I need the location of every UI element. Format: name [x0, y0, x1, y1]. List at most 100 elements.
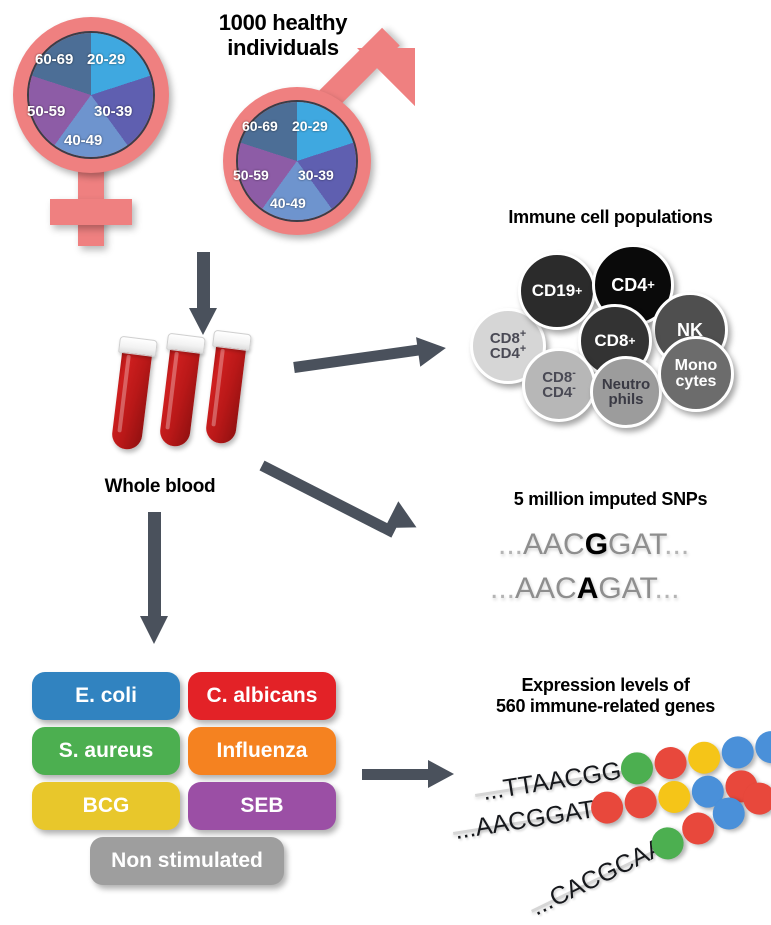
rna-strands-group: ...TTAACGG ...AACGGAT ...CACGCAA: [452, 728, 771, 921]
cell-label-line2: CD4+: [489, 343, 527, 362]
female-slice-label-40-49: 40-49: [64, 132, 103, 149]
cell-label-line1: Mono: [674, 356, 718, 374]
cohort-title-line1: 1000 healthy: [218, 10, 348, 35]
arrow-cohort-to-blood: [186, 252, 222, 336]
rna-bead: [753, 728, 771, 766]
stimulant-label: Influenza: [216, 739, 308, 762]
cell-label-line1: Neutro: [601, 375, 651, 393]
stimulant-label: C. albicans: [206, 684, 318, 707]
cell-label-line1: CD8+: [489, 327, 527, 347]
snp-right: GAT: [598, 572, 655, 605]
rna-bead: [618, 750, 656, 787]
male-slice-label-20-29: 20-29: [292, 118, 328, 134]
cell-label: CD4: [611, 274, 648, 295]
stimulant-non-stimulated[interactable]: Non stimulated: [90, 837, 284, 885]
expression-title-line1: Expression levels of: [521, 675, 690, 695]
whole-blood-label: Whole blood: [104, 476, 216, 497]
male-slice-label-40-49: 40-49: [270, 195, 306, 211]
stimulant-influenza[interactable]: Influenza: [188, 727, 336, 775]
cell-label: NK: [677, 319, 703, 340]
snp-prefix: ...: [490, 572, 516, 605]
immune-cells-title: Immune cell populations: [508, 207, 713, 227]
snp-suffix: ...: [654, 572, 680, 605]
stimulants-group: E. coli C. albicans S. aureus Influenza …: [30, 672, 350, 902]
arrow-head: [189, 308, 217, 335]
snp-suffix: ...: [664, 528, 690, 561]
female-stem-cross: [50, 199, 132, 225]
arrow-shaft: [148, 512, 161, 620]
cell-cd8neg-cd4neg: CD8- CD4-: [522, 348, 596, 422]
arrow-blood-to-stimulants: [137, 512, 173, 648]
expression-title: Expression levels of 560 immune-related …: [440, 675, 771, 716]
rna-bead: [719, 734, 757, 771]
strand-sequence: ...CACGCAA: [526, 832, 669, 922]
arrow-head: [428, 760, 454, 788]
blood-tubes-group: [110, 329, 278, 468]
arrow-shaft: [362, 769, 432, 780]
snp-sequence-row: ...AACAGAT...: [490, 572, 680, 606]
male-symbol: 20-29 30-39 40-49 50-59 60-69: [205, 27, 420, 245]
stimulant-label: E. coli: [75, 684, 137, 707]
male-slice-label-50-59: 50-59: [233, 167, 269, 183]
snp-left: AAC: [515, 572, 577, 605]
tube-body: [158, 345, 201, 448]
strand-sequence: ...AACGGAT: [452, 795, 597, 846]
snp-sequence-row: ...AACGGAT...: [498, 528, 689, 562]
female-slice-label-50-59: 50-59: [27, 103, 66, 120]
stimulant-label: BCG: [82, 794, 130, 817]
cell-label-line1: CD8-: [542, 366, 576, 386]
stimulant-c-albicans[interactable]: C. albicans: [188, 672, 336, 720]
arrow-shaft: [293, 344, 422, 373]
cell-cd19: CD19 +: [518, 252, 596, 330]
pie-slices-male: [238, 102, 356, 220]
male-slice-label-30-39: 30-39: [298, 167, 334, 183]
cell-label-line2: phils: [608, 391, 644, 408]
snp-right: GAT: [608, 528, 665, 561]
female-slice-label-20-29: 20-29: [87, 51, 126, 68]
stimulant-label: Non stimulated: [111, 849, 263, 872]
arrow-blood-to-cells: [293, 330, 459, 390]
blood-tube-2: [157, 332, 206, 458]
stimulant-label: S. aureus: [58, 739, 154, 762]
stimulant-seb[interactable]: SEB: [188, 782, 336, 830]
cohort-title: 1000 healthy individuals: [178, 10, 388, 61]
stimulant-e-coli[interactable]: E. coli: [32, 672, 180, 720]
cell-neutrophils: Neutro phils: [590, 356, 662, 428]
cell-label-line2: cytes: [675, 373, 717, 390]
rna-bead: [655, 778, 693, 816]
rna-bead: [685, 739, 723, 777]
snps-title: 5 million imputed SNPs: [513, 489, 708, 509]
immune-cells-cluster: CD8+ CD4+ CD19 + CD4 + NK CD8 + CD8- CD4- N…: [460, 240, 771, 428]
snp-variant: A: [576, 572, 599, 605]
rna-bead: [652, 744, 689, 782]
cell-label: CD19: [531, 281, 576, 301]
expression-title-line2: 560 immune-related genes: [496, 695, 715, 716]
cell-label-line2: CD4-: [542, 382, 576, 401]
snp-variant: G: [584, 528, 609, 561]
stimulant-s-aureus[interactable]: S. aureus: [32, 727, 180, 775]
snp-prefix: ...: [498, 528, 524, 561]
tube-body: [110, 348, 153, 451]
arrow-shaft: [197, 252, 210, 312]
female-slice-label-30-39: 30-39: [94, 103, 133, 120]
blood-tube-1: [109, 335, 158, 461]
snp-left: AAC: [523, 528, 585, 561]
arrow-stimulants-to-expression: [362, 758, 472, 790]
cell-label: CD8: [594, 331, 629, 351]
stimulant-label: SEB: [240, 794, 284, 817]
stimulant-bcg[interactable]: BCG: [32, 782, 180, 830]
cell-monocytes: Mono cytes: [658, 336, 734, 412]
blood-tube-3: [203, 329, 252, 455]
male-slice-label-60-69: 60-69: [242, 118, 278, 134]
rna-bead: [622, 783, 659, 821]
snp-sequences: ...AACGGAT... ...AACAGAT...: [490, 528, 771, 618]
female-symbol: 20-29 30-39 40-49 50-59 60-69: [10, 14, 190, 246]
arrow-blood-to-snps: [259, 452, 462, 552]
female-age-pie: [27, 31, 155, 159]
tube-body: [204, 342, 247, 445]
cohort-title-line2: individuals: [227, 35, 339, 61]
male-age-pie: [236, 100, 358, 222]
arrow-head: [140, 616, 168, 644]
pie-slices-female: [29, 33, 153, 157]
